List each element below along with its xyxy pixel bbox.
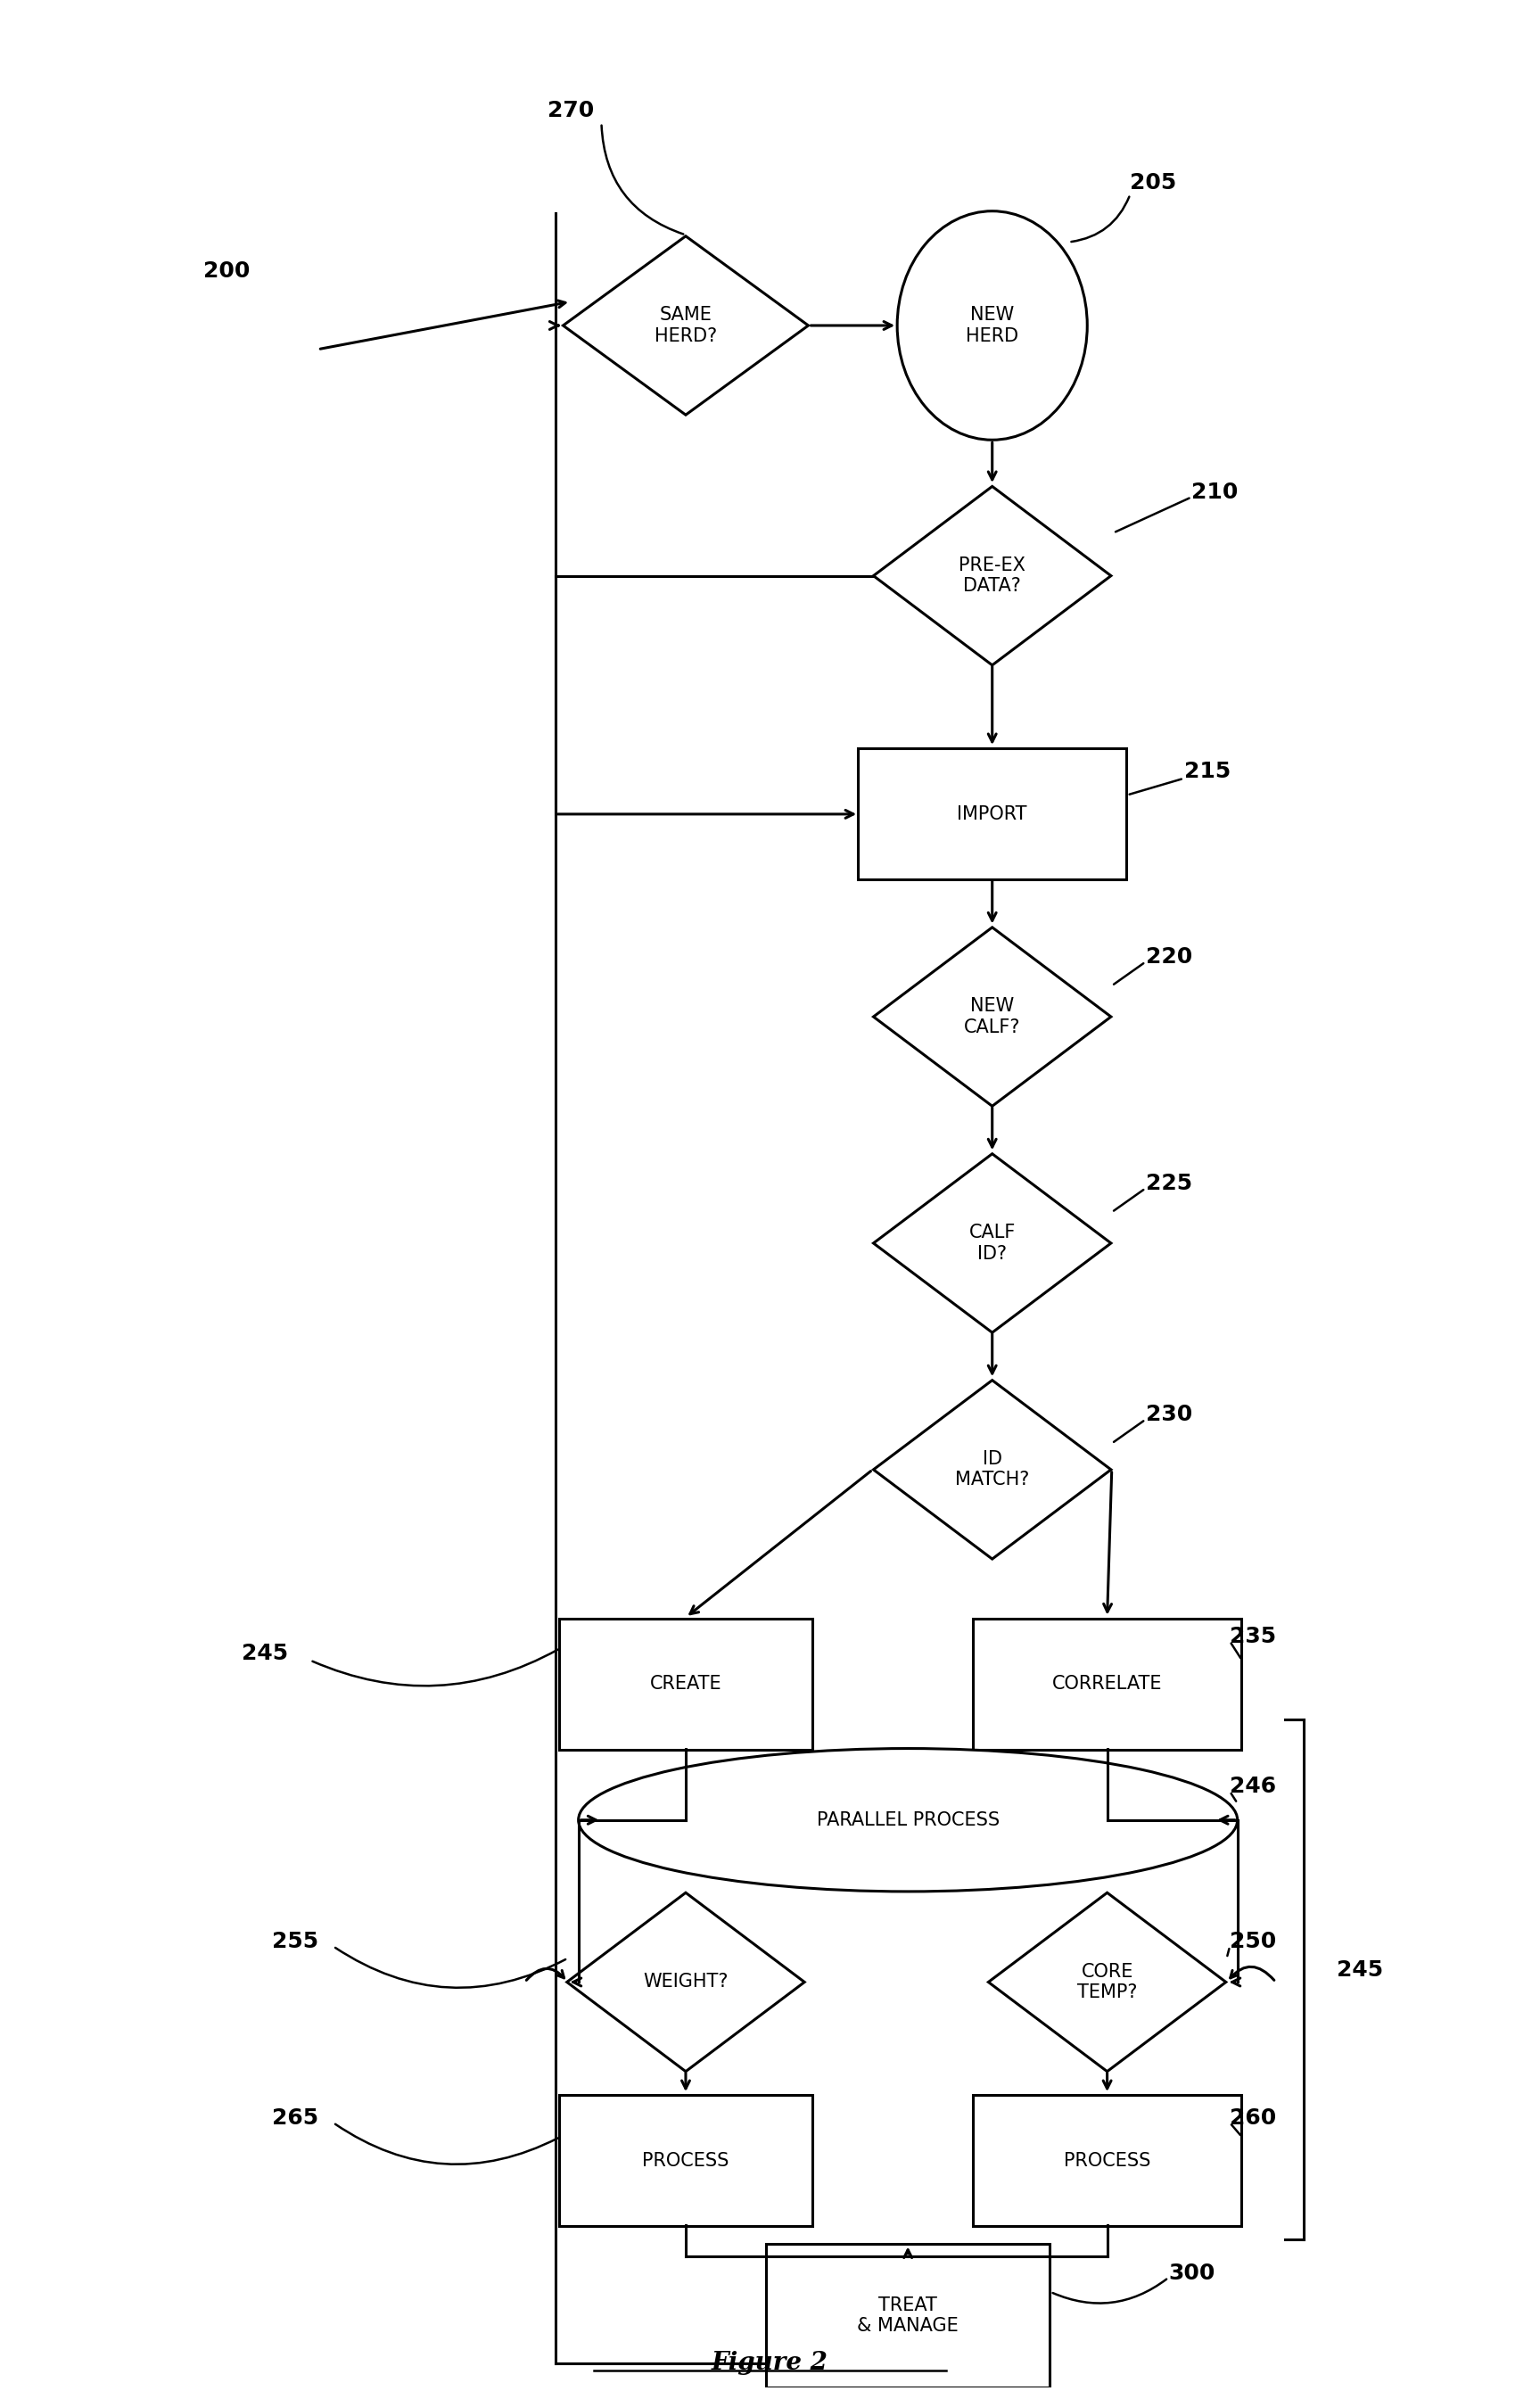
Bar (973, 2095, 1241, 2226)
Text: CORE
TEMP?: CORE TEMP? (1076, 1963, 1137, 2001)
Polygon shape (567, 1894, 804, 2071)
Text: PRE-EX
DATA?: PRE-EX DATA? (959, 557, 1026, 595)
Text: CALF
ID?: CALF ID? (969, 1224, 1015, 1262)
Polygon shape (873, 928, 1110, 1107)
Text: CREATE: CREATE (650, 1676, 722, 1693)
Polygon shape (873, 1380, 1110, 1559)
Text: 250: 250 (1230, 1932, 1277, 1953)
Text: NEW
CALF?: NEW CALF? (964, 997, 1021, 1035)
Text: SAME
HERD?: SAME HERD? (654, 306, 718, 344)
Bar (973, 1619, 1241, 1750)
Text: 246: 246 (1230, 1777, 1277, 1798)
Text: 270: 270 (548, 100, 594, 122)
Polygon shape (873, 1155, 1110, 1332)
Text: WEIGHT?: WEIGHT? (644, 1973, 728, 1992)
Text: 300: 300 (1169, 2262, 1215, 2283)
Text: 210: 210 (1192, 481, 1238, 502)
Text: 200: 200 (203, 261, 249, 282)
Text: 205: 205 (1130, 172, 1177, 194)
Bar (858, 748, 1126, 880)
Text: 215: 215 (1184, 760, 1230, 782)
Text: NEW
HERD: NEW HERD (966, 306, 1018, 344)
Bar (559, 2095, 812, 2226)
Text: IMPORT: IMPORT (958, 806, 1027, 823)
Bar (559, 1619, 812, 1750)
Ellipse shape (579, 1748, 1238, 1891)
Text: 245: 245 (1337, 1961, 1383, 1980)
Text: PROCESS: PROCESS (1064, 2152, 1150, 2169)
Text: PARALLEL PROCESS: PARALLEL PROCESS (816, 1810, 999, 1829)
Polygon shape (564, 237, 809, 416)
Text: PROCESS: PROCESS (642, 2152, 728, 2169)
Text: 230: 230 (1146, 1404, 1192, 1425)
Text: Figure 2: Figure 2 (711, 2350, 829, 2374)
Text: 245: 245 (242, 1643, 288, 1664)
Text: ID
MATCH?: ID MATCH? (955, 1451, 1029, 1490)
Text: TREAT
& MANAGE: TREAT & MANAGE (858, 2295, 958, 2336)
Text: 255: 255 (273, 1932, 319, 1953)
Text: 220: 220 (1146, 947, 1192, 968)
Text: 225: 225 (1146, 1174, 1192, 1193)
Bar (767, 2245, 1050, 2386)
Polygon shape (989, 1894, 1226, 2071)
Polygon shape (873, 485, 1110, 665)
Ellipse shape (898, 210, 1087, 440)
Text: 235: 235 (1230, 1626, 1277, 1647)
Text: CORRELATE: CORRELATE (1052, 1676, 1163, 1693)
Text: 265: 265 (273, 2106, 319, 2128)
Text: 260: 260 (1230, 2106, 1277, 2128)
